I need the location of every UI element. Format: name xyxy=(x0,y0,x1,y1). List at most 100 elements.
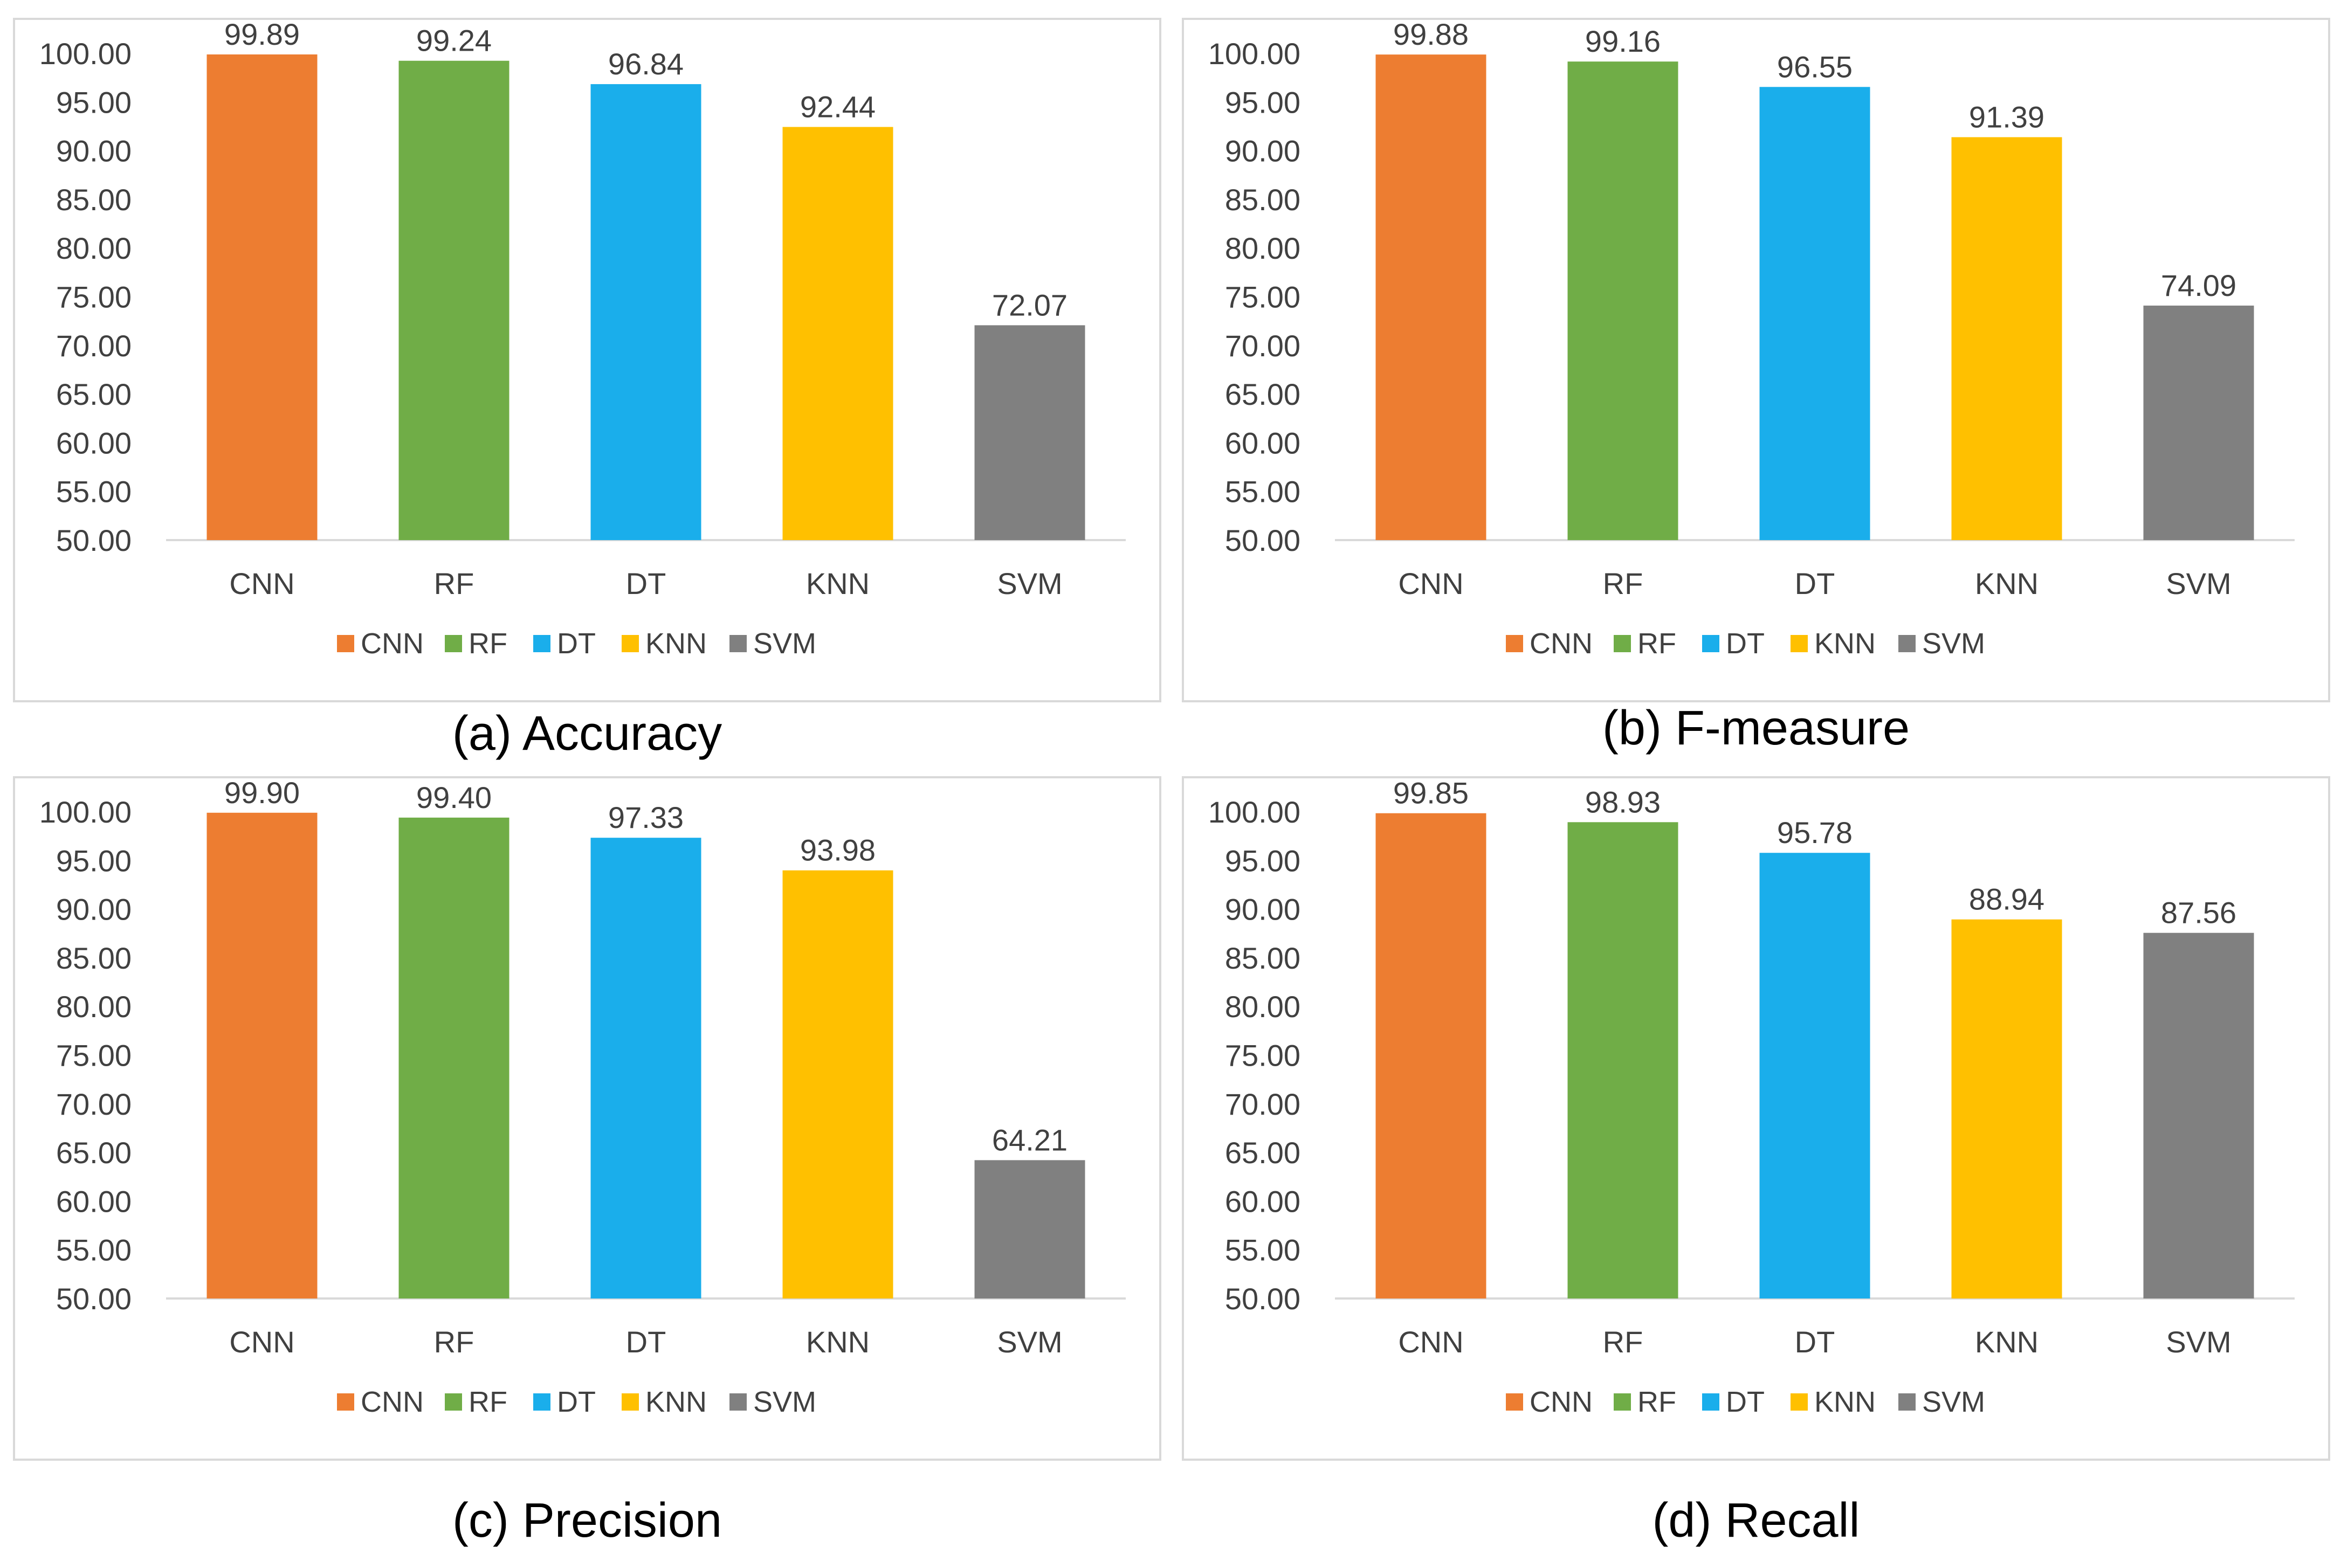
data-label-knn: 93.98 xyxy=(800,833,876,867)
bar-cnn xyxy=(206,812,318,1298)
legend-swatch-cnn xyxy=(337,635,354,652)
y-tick-label: 50.00 xyxy=(56,523,132,557)
data-label-dt: 97.33 xyxy=(608,800,684,834)
x-tick-label-knn: KNN xyxy=(1975,567,2039,600)
recall-chart-svg: 50.00 55.00 60.00 65.00 70.00 75.00 80.00 85.00… xyxy=(1208,778,2295,1418)
legend-label-knn: KNN xyxy=(1814,1386,1876,1418)
y-tick-label: 90.00 xyxy=(56,134,132,168)
data-label-svm: 74.09 xyxy=(2161,268,2236,302)
bar-svm xyxy=(2143,305,2254,540)
legend-label-cnn: CNN xyxy=(361,627,424,660)
data-label-cnn: 99.88 xyxy=(1393,20,1469,51)
legend-label-dt: DT xyxy=(1726,1386,1765,1418)
y-tick-label: 85.00 xyxy=(56,183,132,217)
y-tick-label: 60.00 xyxy=(1225,1184,1300,1218)
x-tick-label-rf: RF xyxy=(434,567,474,600)
bar-knn xyxy=(782,127,893,541)
x-tick-label-dt: DT xyxy=(1795,1325,1835,1359)
y-tick-label: 95.00 xyxy=(56,844,132,878)
y-tick-label: 80.00 xyxy=(1225,231,1300,265)
x-tick-label-rf: RF xyxy=(1603,567,1643,600)
x-tick-label-dt: DT xyxy=(626,1325,666,1359)
legend-swatch-rf xyxy=(445,635,462,652)
legend-label-rf: RF xyxy=(469,627,507,660)
bar-rf xyxy=(398,817,509,1298)
bar-dt xyxy=(590,838,701,1298)
y-tick-label: 55.00 xyxy=(56,475,132,509)
data-label-svm: 87.56 xyxy=(2161,896,2236,930)
y-tick-label: 95.00 xyxy=(1225,85,1300,119)
legend-swatch-svm xyxy=(1898,1393,1916,1411)
precision-chart-svg: 50.00 55.00 60.00 65.00 70.00 75.00 80.00 85.00… xyxy=(39,778,1126,1418)
legend-label-knn: KNN xyxy=(645,627,707,660)
x-tick-label-rf: RF xyxy=(1603,1325,1643,1359)
data-label-dt: 95.78 xyxy=(1777,816,1853,849)
y-tick-label: 75.00 xyxy=(56,280,132,314)
bar-cnn xyxy=(206,54,318,541)
x-tick-label-cnn: CNN xyxy=(1398,1325,1463,1359)
y-tick-label: 100.00 xyxy=(1208,37,1300,71)
y-tick-label: 75.00 xyxy=(1225,280,1300,314)
y-tick-label: 70.00 xyxy=(56,329,132,363)
y-tick-label: 55.00 xyxy=(1225,475,1300,509)
legend-swatch-svm xyxy=(1898,635,1916,652)
bar-knn xyxy=(1951,137,2062,541)
data-label-knn: 91.39 xyxy=(1969,100,2044,134)
data-label-svm: 72.07 xyxy=(992,288,1068,322)
legend-label-knn: KNN xyxy=(645,1386,707,1418)
y-tick-label: 80.00 xyxy=(56,990,132,1024)
y-tick-label: 90.00 xyxy=(1225,893,1300,927)
data-label-knn: 88.94 xyxy=(1969,882,2044,916)
x-tick-label-cnn: CNN xyxy=(1398,567,1463,600)
legend-label-cnn: CNN xyxy=(1530,1386,1593,1418)
accuracy-chart-panel: 50.00 55.00 60.00 65.00 70.00 75.00 80.00 85.00… xyxy=(13,18,1161,702)
legend-swatch-dt xyxy=(533,635,550,652)
legend-label-rf: RF xyxy=(1637,1386,1676,1418)
y-tick-label: 65.00 xyxy=(56,1136,132,1170)
bar-dt xyxy=(590,84,701,541)
data-label-cnn: 99.85 xyxy=(1393,778,1469,810)
y-tick-label: 75.00 xyxy=(56,1039,132,1073)
y-tick-label: 60.00 xyxy=(56,426,132,460)
bar-knn xyxy=(782,870,893,1298)
y-tick-label: 65.00 xyxy=(1225,377,1300,411)
bar-rf xyxy=(1567,822,1678,1298)
legend-swatch-cnn xyxy=(1506,1393,1523,1411)
y-tick-label: 60.00 xyxy=(1225,426,1300,460)
bar-rf xyxy=(1567,61,1678,540)
y-tick-label: 90.00 xyxy=(56,893,132,927)
legend-label-dt: DT xyxy=(557,1386,596,1418)
legend-label-svm: SVM xyxy=(1922,627,1985,660)
legend-label-dt: DT xyxy=(1726,627,1765,660)
x-tick-label-dt: DT xyxy=(1795,567,1835,600)
y-tick-label: 55.00 xyxy=(1225,1233,1300,1267)
x-tick-label-cnn: CNN xyxy=(229,1325,294,1359)
x-tick-label-dt: DT xyxy=(626,567,666,600)
legend-label-svm: SVM xyxy=(753,1386,816,1418)
data-label-dt: 96.55 xyxy=(1777,50,1853,84)
bar-svm xyxy=(974,325,1085,540)
legend-swatch-knn xyxy=(1791,635,1808,652)
x-tick-label-knn: KNN xyxy=(806,1325,870,1359)
y-tick-label: 50.00 xyxy=(1225,523,1300,557)
accuracy-chart-svg: 50.00 55.00 60.00 65.00 70.00 75.00 80.00 85.00… xyxy=(39,20,1126,660)
y-tick-label: 100.00 xyxy=(39,37,132,71)
y-tick-label: 85.00 xyxy=(56,941,132,975)
y-tick-label: 65.00 xyxy=(1225,1136,1300,1170)
f-measure-caption: (b) F-measure xyxy=(1602,701,1910,755)
y-tick-label: 95.00 xyxy=(56,85,132,119)
x-tick-label-svm: SVM xyxy=(997,1325,1062,1359)
y-tick-label: 100.00 xyxy=(1208,795,1300,829)
x-tick-label-svm: SVM xyxy=(2166,567,2231,600)
recall-caption: (d) Recall xyxy=(1652,1494,1860,1548)
legend-swatch-dt xyxy=(533,1393,550,1411)
x-tick-label-svm: SVM xyxy=(2166,1325,2231,1359)
legend-label-rf: RF xyxy=(469,1386,507,1418)
recall-chart-panel: 50.00 55.00 60.00 65.00 70.00 75.00 80.00 85.00… xyxy=(1182,776,2330,1461)
y-tick-label: 75.00 xyxy=(1225,1039,1300,1073)
y-tick-label: 80.00 xyxy=(1225,990,1300,1024)
y-tick-label: 80.00 xyxy=(56,231,132,265)
legend-swatch-knn xyxy=(622,635,639,652)
f-measure-chart-svg: 50.00 55.00 60.00 65.00 70.00 75.00 80.00 85.00… xyxy=(1208,20,2295,660)
y-tick-label: 50.00 xyxy=(1225,1282,1300,1316)
